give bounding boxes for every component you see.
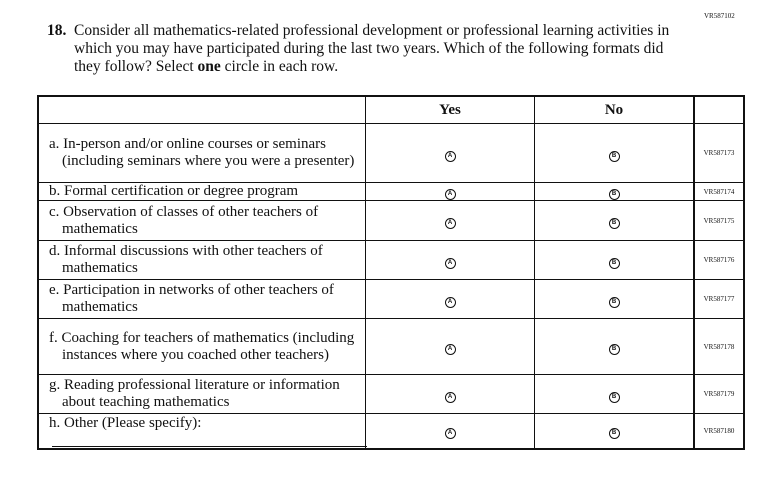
- variable-code: VR587177: [693, 279, 745, 319]
- no-radio[interactable]: B: [608, 189, 620, 200]
- row-label-text: g. Reading professional literature or in…: [49, 377, 340, 410]
- table-row: e. Participation in networks of other te…: [37, 279, 745, 319]
- table-row: c. Observation of classes of other teach…: [37, 200, 745, 241]
- specify-input[interactable]: [52, 432, 367, 447]
- yes-cell: A: [365, 123, 535, 183]
- response-table: Yes No a. In-person and/or online course…: [37, 95, 745, 450]
- yes-radio[interactable]: A: [444, 218, 456, 229]
- header-yes: Yes: [365, 95, 535, 124]
- table-row: a. In-person and/or online courses or se…: [37, 123, 745, 183]
- no-radio[interactable]: B: [608, 296, 620, 308]
- yes-cell: A: [365, 413, 535, 449]
- header-row: Yes No: [37, 95, 745, 124]
- variable-code: VR587180: [693, 413, 745, 449]
- row-label-text: c. Observation of classes of other teach…: [49, 203, 319, 237]
- row-label-text: a. In-person and/or online courses or se…: [49, 136, 355, 169]
- row-label-text: f. Coaching for teachers of mathematics …: [49, 329, 355, 363]
- no-cell: B: [534, 374, 695, 414]
- question-emphasis: one: [197, 58, 221, 75]
- no-radio[interactable]: B: [608, 150, 620, 162]
- no-radio[interactable]: B: [608, 218, 620, 229]
- row-label: b. Formal certification or degree progra…: [37, 182, 366, 201]
- variable-code: VR587174: [693, 182, 745, 201]
- yes-cell: A: [365, 182, 535, 201]
- variable-code: VR587178: [693, 318, 745, 375]
- row-label: a. In-person and/or online courses or se…: [37, 123, 366, 183]
- table-row: f. Coaching for teachers of mathematics …: [37, 318, 745, 375]
- variable-code: VR587179: [693, 374, 745, 414]
- row-label: c. Observation of classes of other teach…: [37, 200, 366, 241]
- header-no: No: [534, 95, 695, 124]
- variable-code: VR587176: [693, 240, 745, 280]
- table-row: h. Other (Please specify): A B VR587180: [37, 413, 745, 449]
- header-item: [37, 95, 366, 124]
- table-row: b. Formal certification or degree progra…: [37, 182, 745, 201]
- variable-code: VR587173: [693, 123, 745, 183]
- yes-cell: A: [365, 318, 535, 375]
- table-row: g. Reading professional literature or in…: [37, 374, 745, 414]
- row-label: g. Reading professional literature or in…: [37, 374, 366, 414]
- row-label-text: e. Participation in networks of other te…: [49, 282, 334, 315]
- yes-cell: A: [365, 279, 535, 319]
- yes-cell: A: [365, 374, 535, 414]
- yes-radio[interactable]: A: [444, 150, 456, 162]
- yes-radio[interactable]: A: [444, 189, 456, 200]
- row-label: e. Participation in networks of other te…: [37, 279, 366, 319]
- yes-radio[interactable]: A: [444, 344, 456, 355]
- no-radio[interactable]: B: [608, 391, 620, 403]
- no-cell: B: [534, 279, 695, 319]
- no-radio[interactable]: B: [608, 428, 620, 440]
- yes-radio[interactable]: A: [444, 391, 456, 403]
- no-cell: B: [534, 200, 695, 241]
- table-row: d. Informal discussions with other teach…: [37, 240, 745, 280]
- yes-radio[interactable]: A: [444, 296, 456, 308]
- no-cell: B: [534, 413, 695, 449]
- row-label-text: d. Informal discussions with other teach…: [49, 243, 323, 276]
- no-cell: B: [534, 318, 695, 375]
- no-cell: B: [534, 123, 695, 183]
- row-label[interactable]: h. Other (Please specify):: [37, 413, 367, 449]
- yes-radio[interactable]: A: [444, 257, 456, 269]
- yes-cell: A: [365, 200, 535, 241]
- question-text-part: Consider all mathematics-related profess…: [74, 22, 670, 75]
- no-cell: B: [534, 182, 695, 201]
- row-label: f. Coaching for teachers of mathematics …: [37, 318, 366, 375]
- question-text: Consider all mathematics-related profess…: [74, 22, 674, 76]
- no-cell: B: [534, 240, 695, 280]
- yes-radio[interactable]: A: [444, 428, 456, 440]
- header-code: [693, 95, 745, 124]
- yes-cell: A: [365, 240, 535, 280]
- question-code: VR587102: [704, 12, 735, 20]
- row-label: d. Informal discussions with other teach…: [37, 240, 366, 280]
- no-radio[interactable]: B: [608, 344, 620, 355]
- question-number: 18.: [47, 22, 67, 39]
- no-radio[interactable]: B: [608, 257, 620, 269]
- variable-code: VR587175: [693, 200, 745, 241]
- row-label-text: b. Formal certification or degree progra…: [49, 183, 299, 199]
- row-label-text: h. Other (Please specify):: [49, 414, 202, 431]
- question-text-part: circle in each row.: [220, 58, 339, 75]
